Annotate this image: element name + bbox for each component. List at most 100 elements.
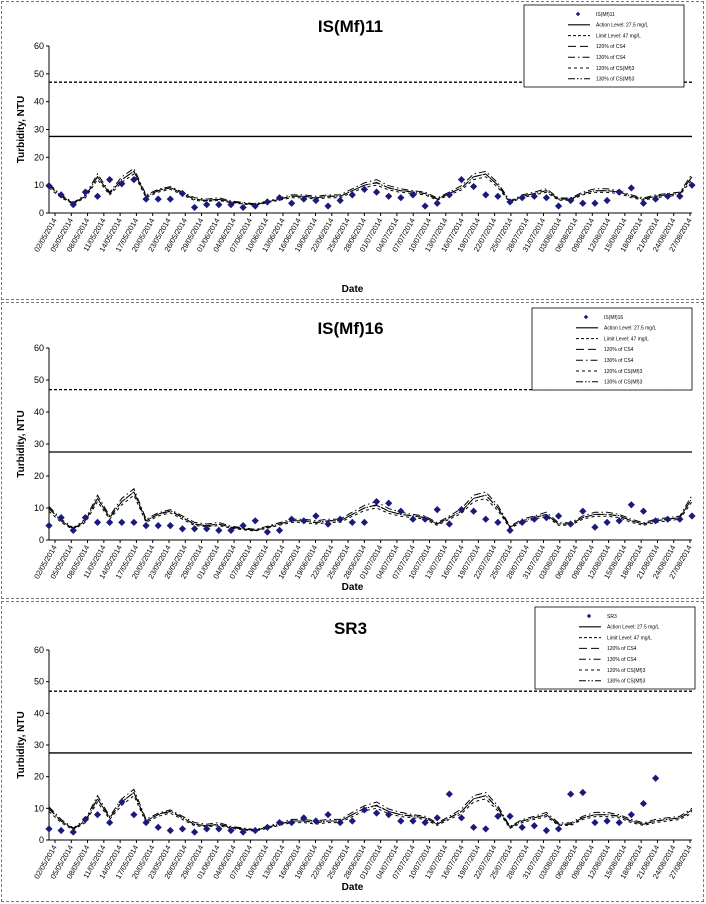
- data-point: [190, 828, 199, 836]
- data-point: [470, 182, 478, 191]
- data-point: [457, 176, 466, 184]
- data-point: [45, 522, 53, 530]
- legend-label: IS(Mf)16: [604, 315, 623, 321]
- data-point: [421, 202, 429, 210]
- chart-title: SR3: [334, 619, 367, 638]
- data-point: [372, 188, 381, 196]
- data-point: [251, 826, 259, 835]
- y-tick-label: 40: [34, 708, 44, 718]
- data-point: [603, 817, 611, 825]
- data-point: [154, 195, 162, 203]
- data-point: [360, 518, 369, 526]
- chart-panel-sr3: SR3 0 10 20 30 40 50 60 Turbidity, NTU 02/05/2014…: [1, 601, 704, 902]
- data-point: [445, 191, 453, 199]
- data-point: [397, 194, 405, 202]
- data-point: [118, 518, 126, 526]
- data-point: [360, 185, 369, 193]
- data-point: [530, 515, 538, 523]
- data-point: [688, 512, 696, 520]
- data-point: [457, 814, 466, 822]
- data-point: [409, 191, 417, 199]
- series-line: [48, 491, 693, 531]
- data-point: [154, 522, 162, 530]
- data-point: [603, 518, 611, 526]
- data-point: [482, 825, 490, 833]
- data-point: [288, 818, 296, 827]
- data-point: [615, 517, 623, 525]
- y-tick-label: 10: [34, 503, 44, 513]
- data-point: [603, 196, 611, 205]
- data-point: [275, 818, 284, 827]
- data-point: [542, 194, 551, 202]
- data-point: [166, 826, 174, 835]
- data-point: [118, 798, 126, 806]
- data-point: [300, 195, 308, 203]
- y-tick-label: 60: [34, 343, 44, 353]
- data-point: [676, 515, 684, 523]
- chart-title: IS(Mf)16: [317, 319, 383, 338]
- legend-label: IS(Mf)11: [596, 12, 615, 18]
- series-line: [48, 173, 693, 206]
- y-tick-label: 40: [34, 97, 44, 107]
- data-point: [312, 196, 320, 205]
- chart-panel-ismf11: IS(Mf)11 0 10 20 30 40 50 60 Turbidity, NTU 02/05…: [1, 1, 704, 300]
- data-point: [288, 515, 296, 523]
- data-point: [506, 526, 514, 534]
- data-point: [190, 203, 199, 212]
- legend-label: 120% of CS(Mf)3: [596, 66, 635, 72]
- data-point: [118, 180, 126, 188]
- legend-label: 130% of CS(Mf)3: [607, 679, 646, 685]
- data-point: [639, 507, 648, 515]
- data-point: [554, 825, 563, 833]
- data-point: [639, 799, 648, 808]
- y-tick-label: 50: [34, 677, 44, 687]
- series-line: [48, 170, 693, 206]
- data-point: [178, 525, 187, 533]
- legend-label: Limit Level: 47 mg/L: [607, 635, 652, 641]
- data-point: [579, 507, 587, 515]
- data-point: [275, 194, 284, 202]
- data-point: [166, 522, 174, 530]
- y-tick-label: 30: [34, 740, 44, 750]
- y-axis-label: Turbidity, NTU: [16, 410, 27, 477]
- data-point: [215, 526, 223, 534]
- data-point: [530, 822, 538, 830]
- y-tick-label: 10: [34, 180, 44, 190]
- data-point: [518, 194, 526, 202]
- data-point: [300, 814, 308, 822]
- data-point: [227, 826, 235, 835]
- data-point: [639, 199, 648, 207]
- data-point: [579, 788, 587, 797]
- data-point: [69, 201, 77, 209]
- data-point: [263, 823, 271, 831]
- series-line: [48, 791, 693, 832]
- data-point: [142, 195, 150, 203]
- y-axis-label: Turbidity, NTU: [16, 96, 27, 163]
- data-point: [239, 203, 247, 212]
- data-point: [275, 526, 284, 534]
- legend-label: Action Level: 27.5 mg/L: [604, 326, 656, 332]
- data-point: [312, 817, 320, 825]
- data-point: [567, 196, 575, 205]
- data-point: [457, 506, 466, 514]
- data-point: [567, 790, 575, 798]
- data-point: [385, 499, 393, 507]
- data-point: [470, 823, 478, 831]
- data-point: [203, 525, 211, 533]
- data-point: [554, 512, 563, 520]
- y-tick-label: 20: [34, 471, 44, 481]
- data-point: [506, 198, 514, 206]
- data-point: [324, 202, 332, 210]
- data-point: [178, 825, 187, 833]
- data-point: [688, 181, 696, 189]
- data-point: [482, 515, 490, 523]
- data-point: [664, 515, 672, 523]
- data-point: [579, 199, 587, 207]
- data-point: [300, 517, 308, 525]
- data-point: [482, 191, 490, 199]
- legend-box: [534, 606, 696, 690]
- legend-marker: [586, 613, 592, 619]
- data-point: [433, 506, 441, 514]
